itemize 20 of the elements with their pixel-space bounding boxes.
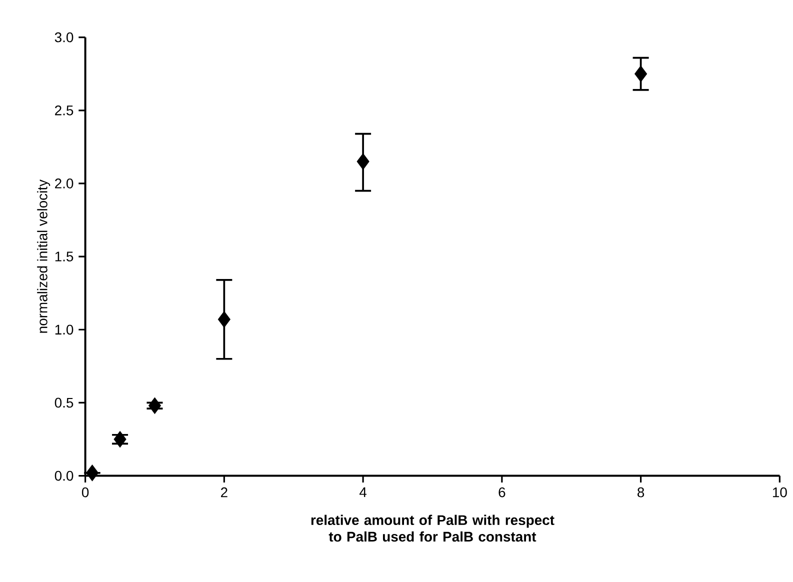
y-tick-label: 1.0 <box>55 324 74 334</box>
x-tick-label: 6 <box>498 487 506 498</box>
y-tick-label: 2.0 <box>55 178 74 188</box>
point <box>356 153 370 170</box>
y-tick-label: 1.5 <box>55 252 74 262</box>
y-axis-title: normalized initial velocity <box>37 179 50 333</box>
x-tick-label: 0 <box>82 487 89 498</box>
x-axis-title: relative amount of PalB with respect to PalB used for PalB constant <box>311 514 554 542</box>
x-tick-label: 8 <box>638 487 644 498</box>
y-tick-label: 0.0 <box>54 470 74 481</box>
x-tick-label: 10 <box>772 487 787 498</box>
y-tick-label: 3.0 <box>54 32 74 42</box>
point <box>148 397 161 414</box>
point <box>634 65 648 82</box>
y-tick-label: 0.5 <box>54 398 74 408</box>
x-tick-label: 2 <box>221 487 228 497</box>
point <box>114 430 126 448</box>
x-tick-label: 4 <box>359 487 367 497</box>
point <box>218 310 230 328</box>
y-tick-label: 2.5 <box>55 105 74 116</box>
